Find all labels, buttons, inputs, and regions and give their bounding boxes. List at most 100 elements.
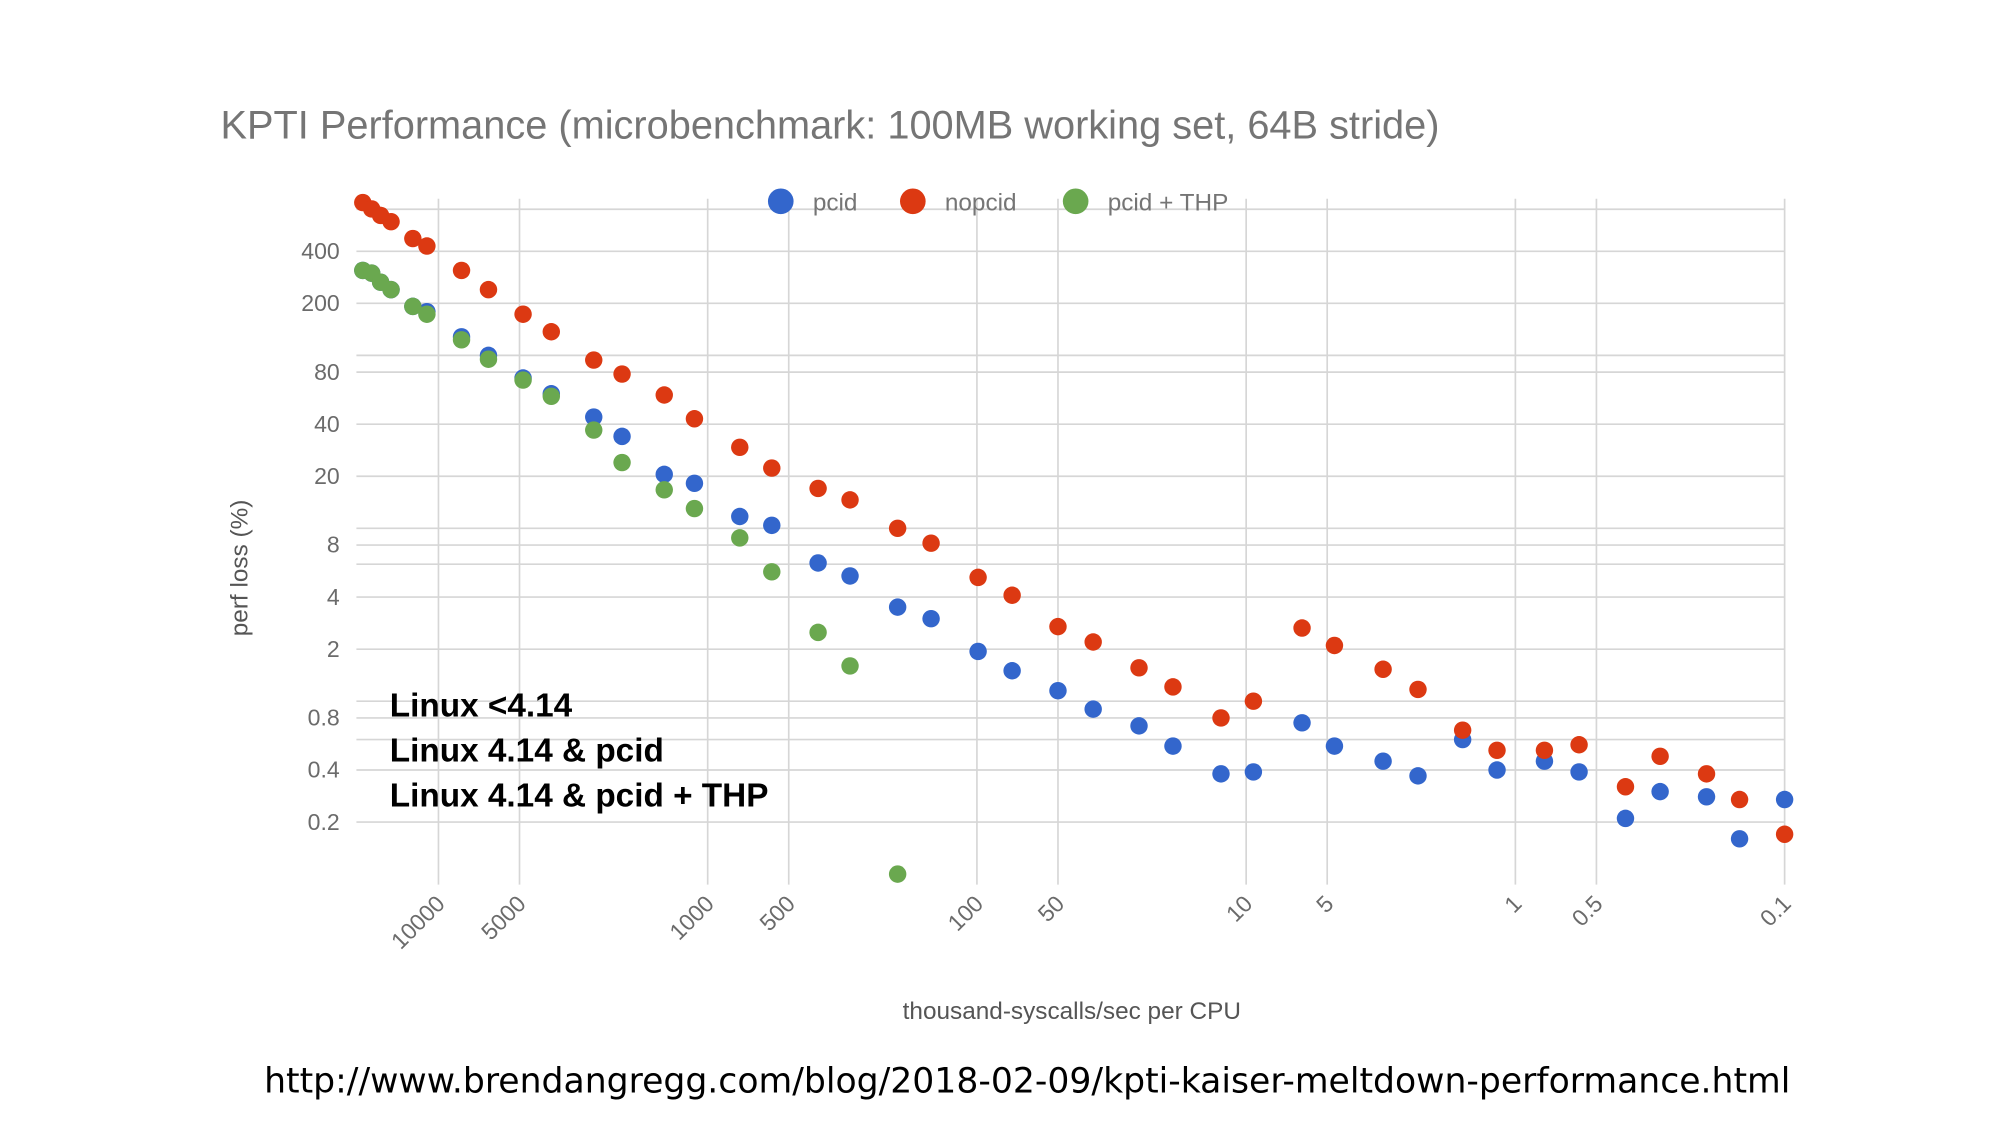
- x-axis-title: thousand-syscalls/sec per CPU: [903, 998, 1241, 1025]
- data-point-nopcid: [1164, 678, 1182, 696]
- data-point-nopcid: [731, 438, 749, 457]
- data-point-pcid: [888, 598, 907, 616]
- data-point-pcid: [1488, 761, 1506, 779]
- legend-marker: [900, 188, 926, 215]
- data-point-pcid-thp: [452, 331, 471, 349]
- y-tick-label: 4: [327, 584, 340, 610]
- data-point-nopcid: [922, 534, 940, 552]
- data-point-pcid: [685, 474, 704, 493]
- data-point-nopcid: [1651, 747, 1669, 766]
- data-point-nopcid: [1130, 659, 1148, 677]
- y-tick-label: 0.8: [308, 705, 340, 731]
- data-point-nopcid: [1003, 586, 1021, 604]
- legend-label: pcid + THP: [1108, 189, 1229, 216]
- data-point-nopcid: [479, 280, 498, 299]
- data-point-nopcid: [888, 519, 907, 538]
- y-tick-label: 80: [314, 359, 340, 385]
- x-tick-label: 0.5: [1567, 890, 1608, 931]
- data-point-nopcid: [841, 491, 859, 509]
- data-point-pcid: [1212, 765, 1230, 783]
- data-point-pcid-thp: [841, 657, 859, 675]
- data-point-pcid: [1697, 788, 1716, 806]
- data-point-nopcid: [613, 365, 631, 383]
- legend-label: nopcid: [945, 189, 1017, 216]
- data-point-nopcid: [1730, 790, 1749, 809]
- data-point-pcid: [922, 609, 940, 628]
- data-point-nopcid: [809, 479, 827, 498]
- data-point-pcid: [655, 465, 673, 484]
- data-point-pcid: [1730, 830, 1749, 848]
- x-axis-ticks: 10000 5000 1000 500 100 50 10 5 1 0.5 0.1: [386, 890, 1796, 954]
- data-point-pcid: [763, 516, 781, 535]
- data-point-pcid: [1049, 681, 1067, 700]
- data-point-nopcid: [1775, 825, 1794, 843]
- data-point-nopcid: [514, 305, 532, 323]
- data-point-pcid-thp: [888, 865, 907, 883]
- data-point-nopcid: [1084, 633, 1102, 651]
- data-point-pcid-thp: [514, 371, 532, 389]
- data-point-nopcid: [1325, 636, 1344, 655]
- annotation-linux-pcid: Linux 4.14 & pcid: [390, 733, 664, 770]
- y-axis-ticks: 400 200 80 40 20 8 4 2 0.8 0.4 0.2: [301, 238, 340, 835]
- data-point-nopcid: [585, 351, 603, 369]
- source-url: http://www.brendangregg.com/blog/2018-02…: [264, 1061, 1790, 1101]
- x-tick-label: 1: [1499, 890, 1526, 917]
- annotation-linux-pcid-thp: Linux 4.14 & pcid + THP: [390, 777, 769, 814]
- data-point-pcid: [1003, 662, 1021, 680]
- data-point-nopcid: [1244, 692, 1263, 710]
- chart-title: KPTI Performance (microbenchmark: 100MB …: [221, 103, 1440, 147]
- x-tick-label: 10000: [386, 890, 450, 954]
- data-point-nopcid: [1616, 778, 1635, 796]
- data-point-pcid-thp: [613, 453, 631, 472]
- data-points: [354, 193, 1794, 883]
- data-point-pcid: [1616, 809, 1635, 828]
- data-point-nopcid: [1535, 741, 1554, 760]
- data-point-pcid: [1325, 737, 1344, 755]
- data-point-nopcid: [404, 229, 422, 248]
- y-tick-label: 20: [314, 463, 340, 489]
- data-point-pcid: [1374, 752, 1392, 770]
- data-point-pcid-thp: [763, 563, 781, 581]
- x-tick-label: 100: [943, 890, 989, 936]
- data-point-nopcid: [655, 386, 673, 404]
- data-point-nopcid: [763, 459, 781, 477]
- data-point-pcid-thp: [685, 499, 704, 518]
- data-point-pcid-thp: [731, 529, 749, 547]
- x-tick-label: 10: [1221, 890, 1258, 927]
- gridlines: [356, 198, 1786, 885]
- data-point-pcid: [809, 554, 827, 572]
- y-tick-label: 0.2: [308, 809, 340, 835]
- data-point-nopcid: [1409, 680, 1427, 699]
- data-point-pcid-thp: [655, 481, 673, 499]
- legend-marker: [767, 188, 794, 215]
- data-point-pcid-thp: [382, 280, 400, 299]
- data-point-pcid-thp: [585, 421, 603, 439]
- data-point-pcid-thp: [418, 305, 436, 323]
- legend-marker: [1062, 188, 1089, 215]
- data-point-nopcid: [1049, 617, 1067, 636]
- x-tick-label: 0.1: [1755, 890, 1796, 931]
- data-point-pcid: [1775, 790, 1794, 809]
- data-point-nopcid: [1488, 741, 1506, 760]
- x-tick-label: 5000: [476, 890, 531, 945]
- data-point-pcid: [1164, 737, 1182, 755]
- x-tick-label: 5: [1311, 890, 1338, 917]
- data-point-pcid: [969, 642, 987, 661]
- data-point-pcid: [613, 427, 631, 446]
- data-point-nopcid: [1293, 619, 1311, 637]
- data-point-pcid: [1570, 763, 1588, 781]
- data-point-nopcid: [685, 410, 704, 428]
- data-point-nopcid: [1453, 721, 1472, 739]
- data-point-pcid: [1651, 782, 1669, 801]
- y-tick-label: 8: [327, 532, 340, 558]
- data-point-pcid-thp: [479, 350, 498, 368]
- legend: pcid nopcid pcid + THP: [767, 188, 1229, 216]
- annotation-linux-old: Linux <4.14: [390, 688, 573, 725]
- data-point-pcid: [1084, 700, 1102, 718]
- y-tick-label: 40: [314, 411, 340, 437]
- y-tick-label: 2: [327, 636, 340, 662]
- y-tick-label: 400: [301, 238, 339, 264]
- data-point-nopcid: [382, 212, 400, 231]
- data-point-pcid-thp: [809, 623, 827, 642]
